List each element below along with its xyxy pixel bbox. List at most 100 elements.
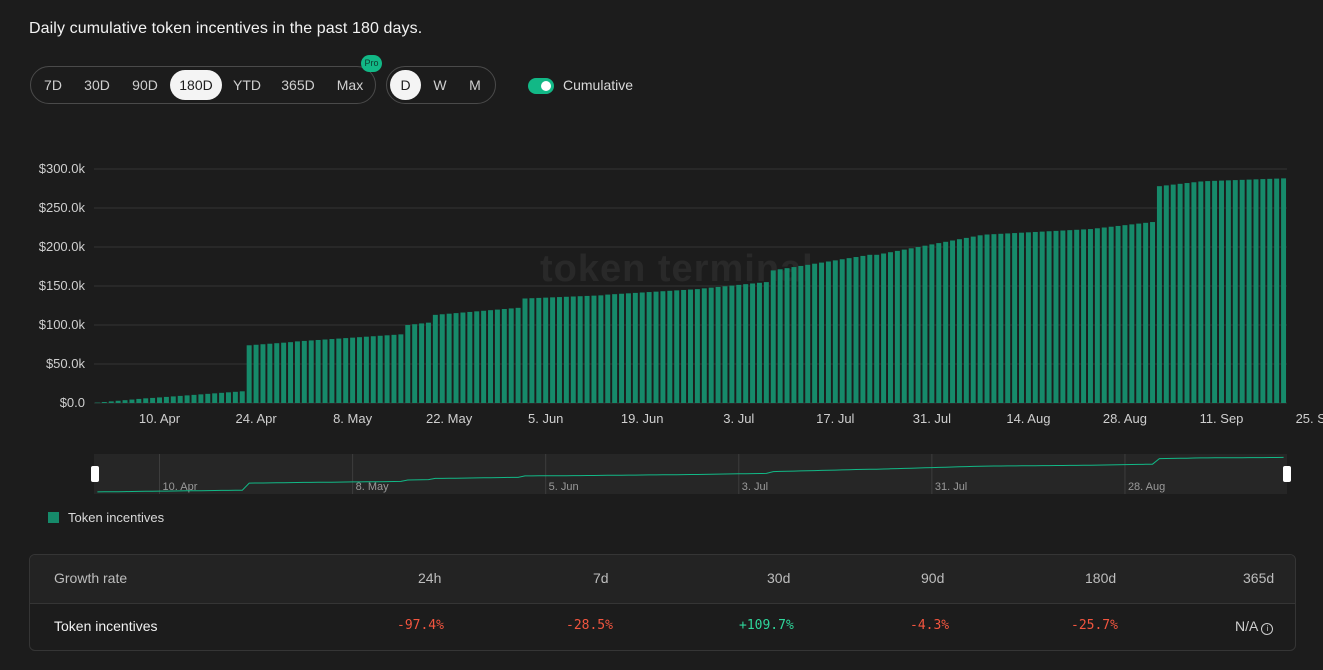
chart-bar[interactable] (736, 284, 742, 403)
chart-bar[interactable] (377, 335, 383, 403)
chart-bar[interactable] (322, 339, 328, 403)
chart-bar[interactable] (646, 292, 652, 403)
chart-bar[interactable] (1246, 179, 1252, 403)
chart-bar[interactable] (405, 325, 411, 403)
chart-bar[interactable] (688, 289, 693, 403)
chart-bar[interactable] (529, 298, 535, 403)
chart-bar[interactable] (1025, 232, 1031, 403)
chart-bar[interactable] (481, 310, 487, 403)
chart-bar[interactable] (625, 293, 631, 403)
chart-bar[interactable] (522, 298, 528, 403)
chart-bar[interactable] (577, 296, 583, 403)
range-tab-180d[interactable]: 180D (170, 70, 222, 100)
chart-bar[interactable] (239, 391, 245, 403)
navigator-right-handle[interactable] (1283, 466, 1291, 482)
chart-bar[interactable] (1205, 181, 1211, 403)
chart-bar[interactable] (1184, 183, 1190, 403)
chart-bar[interactable] (660, 291, 666, 403)
chart-bar[interactable] (301, 340, 307, 403)
chart-bar[interactable] (143, 398, 149, 403)
chart-bar[interactable] (1239, 179, 1245, 403)
chart-bar[interactable] (853, 257, 859, 403)
chart-bar[interactable] (819, 262, 825, 403)
chart-bar[interactable] (756, 282, 762, 403)
chart-bar[interactable] (315, 339, 321, 403)
chart-bar[interactable] (129, 399, 135, 403)
chart-bar[interactable] (446, 313, 452, 403)
chart-bar[interactable] (681, 289, 687, 403)
chart-bar[interactable] (1150, 222, 1156, 403)
chart-bar[interactable] (336, 338, 342, 403)
chart-bar[interactable] (1281, 178, 1287, 403)
chart-bar[interactable] (1101, 227, 1107, 404)
chart-bar[interactable] (343, 338, 349, 403)
chart-bar[interactable] (419, 323, 425, 403)
info-icon[interactable]: i (1261, 623, 1274, 635)
chart-bar[interactable] (267, 343, 273, 403)
chart-bar[interactable] (984, 234, 990, 403)
granularity-tab-day[interactable]: D (390, 70, 421, 100)
chart-bar[interactable] (101, 402, 107, 403)
chart-bar[interactable] (915, 247, 921, 403)
chart-bar[interactable] (1046, 231, 1052, 403)
range-tab-90d[interactable]: 90D (132, 77, 158, 93)
range-tab-365d[interactable]: 365D (281, 77, 315, 93)
chart-bar[interactable] (232, 391, 238, 403)
chart-bar[interactable] (474, 311, 480, 403)
chart-bar[interactable] (191, 394, 197, 403)
chart-bar[interactable] (219, 392, 225, 403)
chart-bar[interactable] (563, 296, 569, 403)
chart-bar[interactable] (432, 314, 438, 403)
chart-bar[interactable] (1074, 229, 1080, 403)
chart-bar[interactable] (901, 249, 907, 403)
chart-bar[interactable] (543, 297, 549, 403)
chart-bar[interactable] (1225, 180, 1231, 403)
chart-bar[interactable] (950, 240, 956, 404)
range-tab-30d[interactable]: 30D (84, 77, 110, 93)
chart-bar[interactable] (653, 291, 659, 403)
chart-bar[interactable] (1122, 225, 1128, 403)
chart-bar[interactable] (308, 340, 314, 403)
chart-bar[interactable] (888, 252, 893, 403)
chart-bar[interactable] (508, 308, 514, 403)
chart-bar[interactable] (1094, 228, 1100, 403)
chart-bar[interactable] (212, 393, 218, 403)
chart-bar[interactable] (812, 263, 818, 403)
chart-bar[interactable] (1253, 179, 1259, 403)
chart-bar[interactable] (350, 337, 356, 403)
chart-bar[interactable] (674, 290, 680, 403)
chart-bar[interactable] (598, 295, 604, 403)
chart-bar[interactable] (494, 309, 500, 403)
chart-bar[interactable] (556, 297, 562, 403)
chart-bar[interactable] (715, 286, 721, 403)
chart-bar[interactable] (363, 336, 369, 403)
chart-bar[interactable] (288, 342, 294, 403)
chart-bar[interactable] (1212, 180, 1218, 403)
chart-bar[interactable] (770, 270, 776, 403)
chart-bar[interactable] (1143, 222, 1149, 403)
chart-bar[interactable] (1274, 178, 1280, 403)
chart-bar[interactable] (639, 292, 645, 403)
chart-bar[interactable] (94, 402, 100, 404)
chart-bar[interactable] (460, 312, 466, 403)
chart-bar[interactable] (136, 398, 142, 403)
chart-bar[interactable] (694, 289, 700, 403)
chart-bar[interactable] (157, 397, 162, 403)
chart-bar[interactable] (1032, 231, 1038, 403)
chart-bar[interactable] (412, 324, 418, 403)
chart-bar[interactable] (881, 253, 887, 404)
chart-bar[interactable] (1163, 185, 1169, 403)
chart-bar[interactable] (1087, 229, 1093, 403)
granularity-tab-month[interactable]: M (469, 77, 481, 93)
value-365d[interactable]: N/A i (1235, 618, 1274, 635)
chart-bar[interactable] (253, 344, 259, 403)
chart-bar[interactable] (1005, 233, 1011, 403)
chart-bar[interactable] (1136, 223, 1142, 403)
chart-bar[interactable] (1129, 224, 1135, 403)
chart-bar[interactable] (750, 283, 756, 403)
chart-bar[interactable] (777, 269, 783, 403)
chart-bar[interactable] (798, 265, 804, 403)
chart-bar[interactable] (612, 294, 618, 403)
chart-bar[interactable] (825, 261, 831, 403)
